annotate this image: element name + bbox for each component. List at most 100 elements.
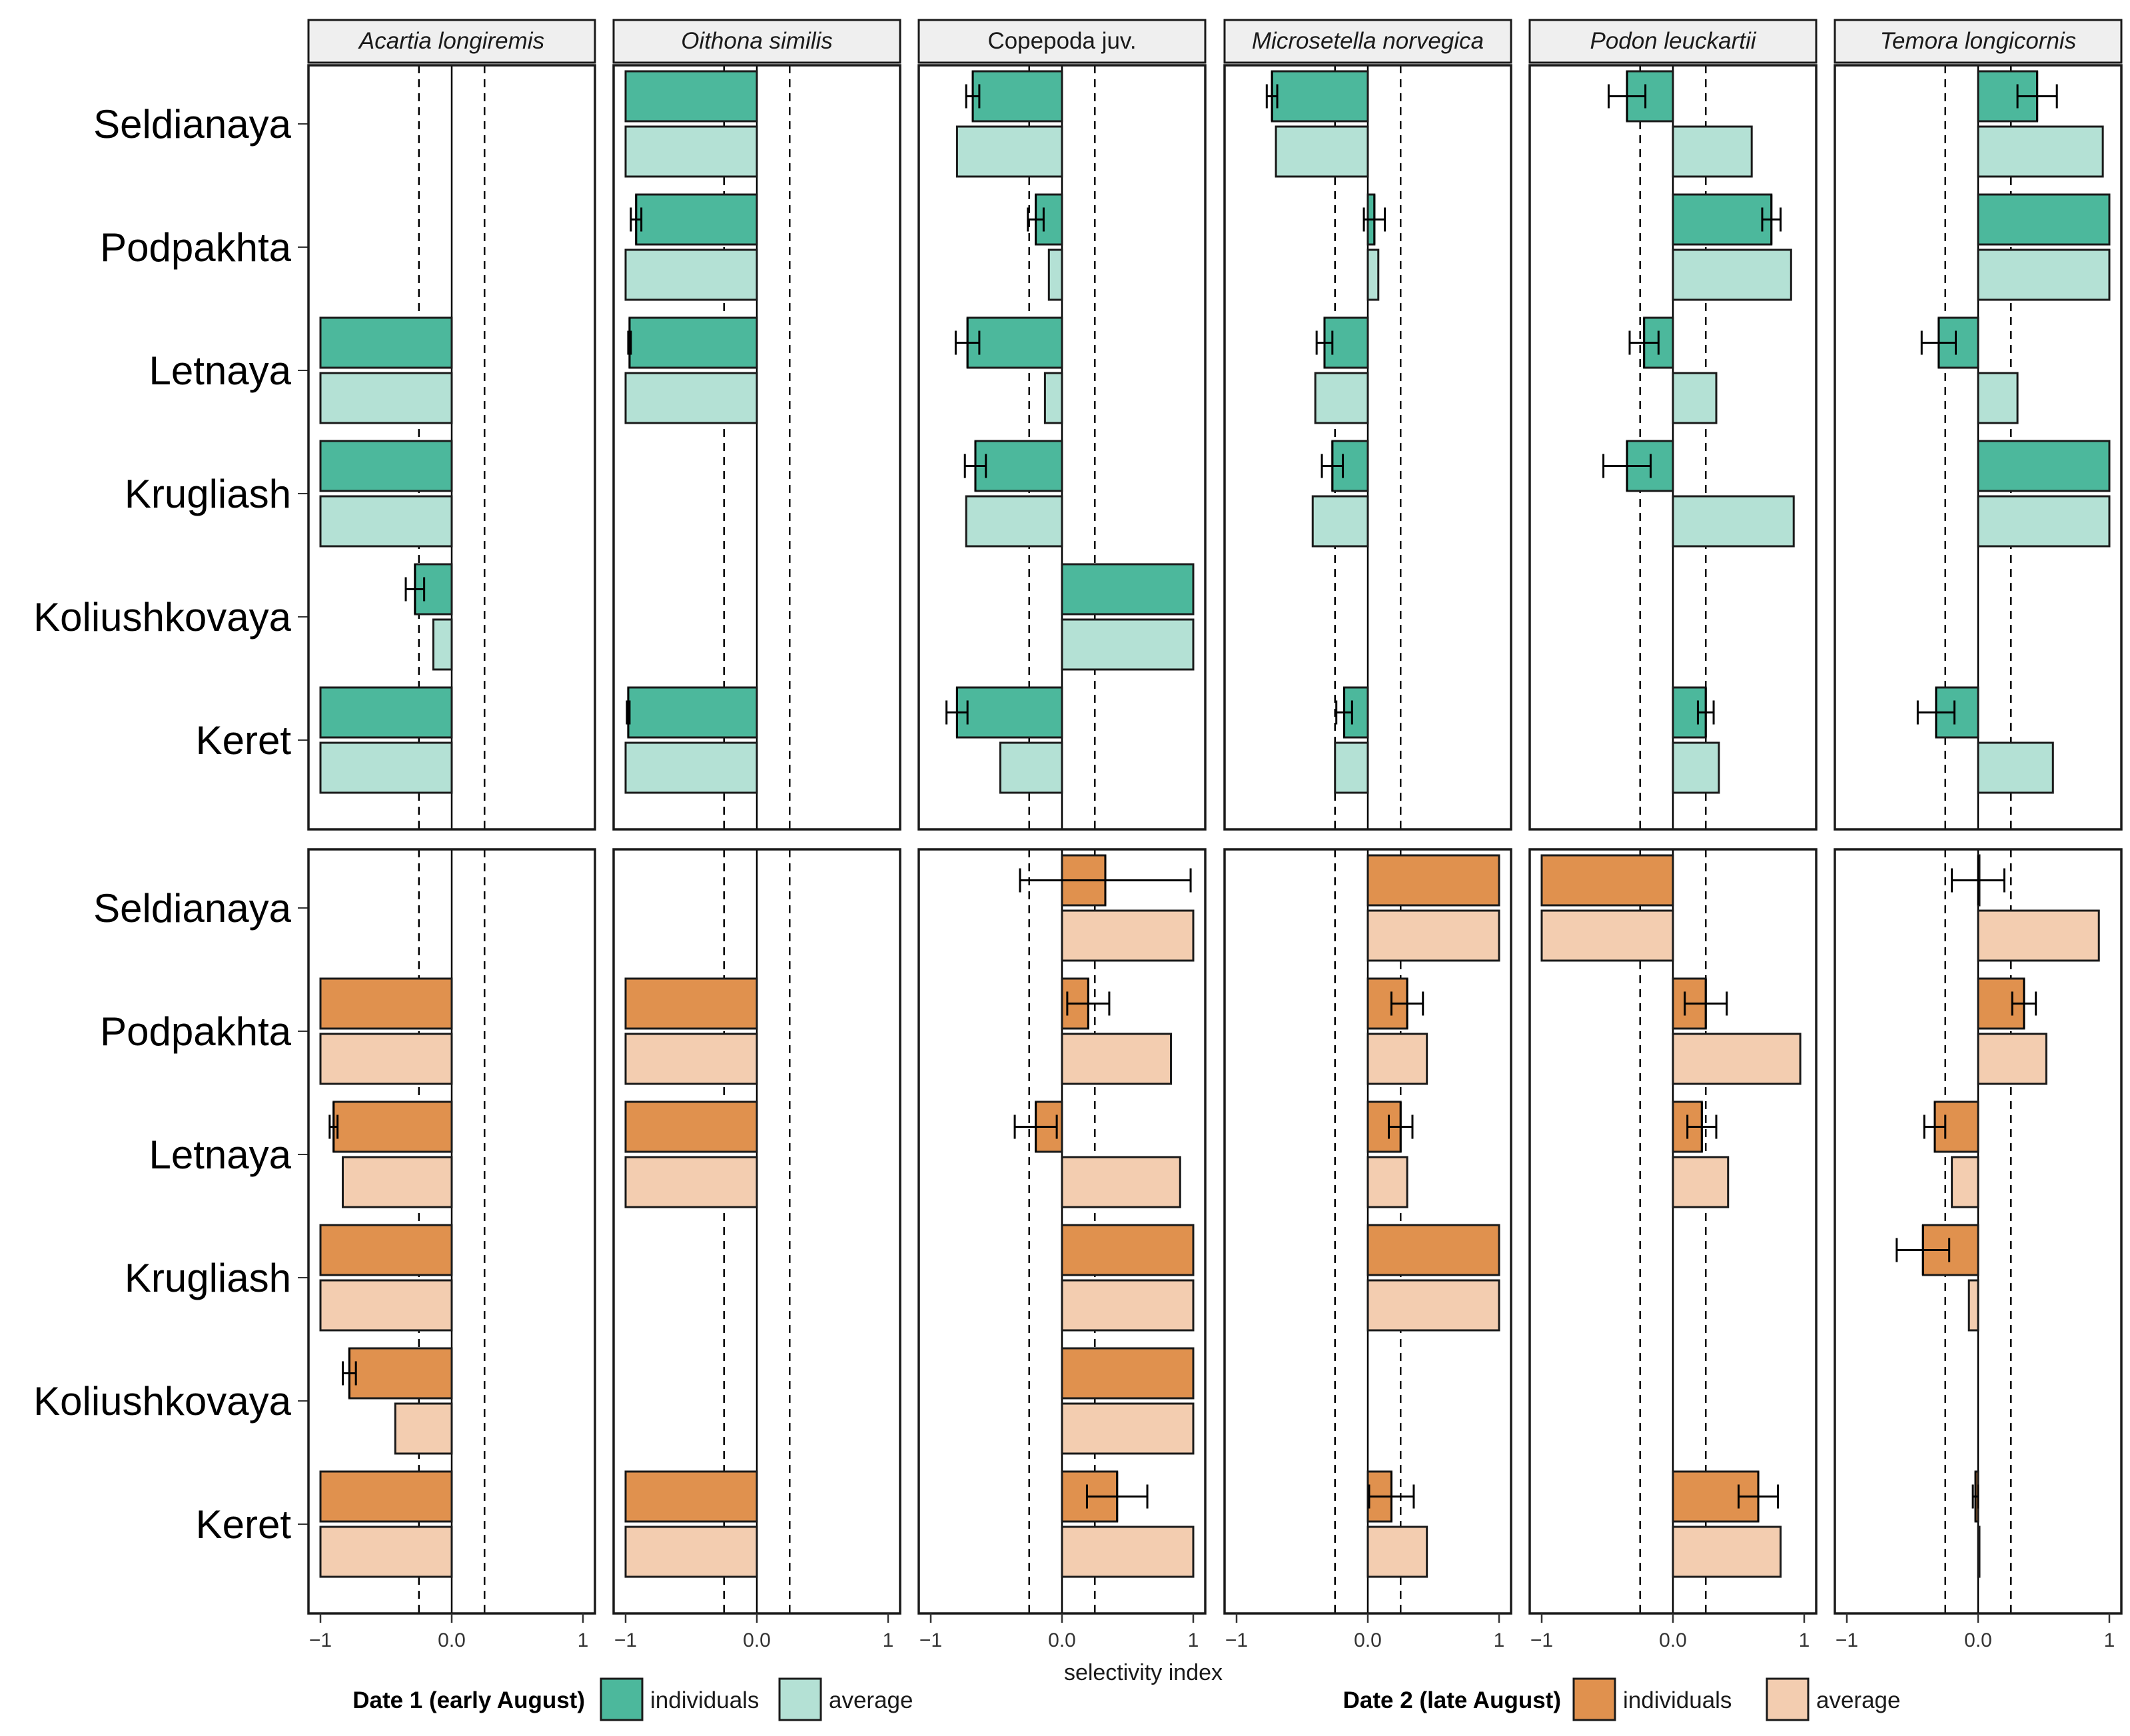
strip-header [307,19,596,64]
bar-average-keret [1334,741,1369,794]
bar-average-podpakhta [1047,248,1063,301]
bar-individuals-podpakhta [635,193,758,246]
x-tick-label: 1 [2104,1629,2115,1651]
legend-swatch-individuals [1572,1677,1616,1721]
bar-average-koliushkovaya [394,1402,453,1455]
strip-header [1528,19,1818,64]
bar-average-seldianaya [955,125,1063,178]
x-tick-label: −1 [919,1629,942,1651]
bar-average-letnaya [1366,1156,1408,1208]
panel-temora-longicornis-row-2: −1 0.0 1 [1834,848,2123,1651]
panel-microsetella-norvegica-row-1: Microsetella norvegica [1223,19,1512,831]
site-label-letnaya: Letnaya [149,1132,291,1177]
panel-acartia-longiremis-row-2: −1 0.0 1 [307,848,596,1651]
bar-average-seldianaya [1672,125,1753,178]
bar-average-krugliash [1311,495,1369,548]
legend-swatch-average [778,1677,822,1721]
bar-average-seldianaya [1977,909,2100,962]
bar-average-keret [1061,1525,1195,1578]
bar-average-letnaya [1951,1156,1979,1208]
panel-microsetella-norvegica-row-2: −1 0.0 1 [1223,848,1512,1651]
bar-average-seldianaya [1275,125,1369,178]
x-tick-label: 0.0 [438,1629,466,1651]
error-bar-letnaya [954,318,981,368]
legend-2: Date 2 (late August) individuals average [1343,1677,1900,1721]
error-bar-keret [1971,1472,1979,1521]
x-tick-label: −1 [1225,1629,1248,1651]
x-tick-label: 0.0 [1659,1629,1687,1651]
bar-individuals-seldianaya [1977,70,2039,123]
error-bar-koliushkovaya [404,564,426,614]
error-bar-podpakhta [1390,979,1424,1029]
error-bar-krugliash [1602,441,1652,491]
panel-acartia-longiremis-row-1: Acartia longiremis [307,19,596,831]
bar-average-letnaya [624,372,758,424]
error-bar-seldianaya [1019,855,1192,905]
x-tick-label: 1 [1799,1629,1810,1651]
x-tick-label: 0.0 [1964,1629,1992,1651]
bar-average-seldianaya [624,125,758,178]
panel-border [1223,64,1512,831]
bar-average-podpakhta [1672,1033,1802,1085]
bar-average-krugliash [1366,1279,1500,1332]
bar-individuals-letnaya [624,1100,758,1153]
bar-average-seldianaya [1977,125,2104,178]
error-bar-letnaya [627,318,632,368]
error-bar-seldianaya [1951,855,2005,905]
bar-average-krugliash [319,495,453,548]
bar-average-seldianaya [1540,909,1674,962]
bar-average-koliushkovaya [1061,618,1195,671]
error-bar-seldianaya [2016,71,2058,121]
error-bar-krugliash [963,441,987,491]
bar-individuals-krugliash [1977,440,2111,492]
bar-average-keret [999,741,1063,794]
bar-average-letnaya [1672,372,1718,424]
error-bar-keret [945,687,969,737]
bar-individuals-letnaya [332,1100,453,1153]
error-bar-keret [1916,687,1956,737]
bar-average-seldianaya [1366,909,1500,962]
bar-individuals-koliushkovaya [1061,563,1195,616]
facet-row-1: Seldianaya Podpakhta Letnaya Krugliash Koliu… [33,19,2123,831]
error-bar-koliushkovaya [341,1348,357,1398]
error-bar-podpakhta [1027,195,1045,244]
bar-average-podpakhta [1672,248,1792,301]
error-bar-keret [1696,687,1715,737]
strip-header [917,19,1207,64]
bar-average-letnaya [1977,372,2019,424]
bar-average-keret [1366,1525,1428,1578]
bar-individuals-podpakhta [1977,193,2111,246]
panel-border [612,64,901,831]
panel-copepoda-juv-row-2: −1 0.0 1 [917,848,1207,1651]
error-bar-keret [1368,1472,1415,1521]
site-label-podpakhta: Podpakhta [100,1009,292,1054]
bar-average-podpakhta [1977,1033,2047,1085]
bar-average-seldianaya [1061,909,1195,962]
panel-podon-leuckartii-row-1: Podon leuckartii [1528,19,1818,831]
error-bar-letnaya [1628,318,1660,368]
error-bar-keret [1085,1472,1149,1521]
error-bar-podpakhta [2011,979,2037,1029]
site-label-podpakhta: Podpakhta [100,225,292,270]
error-bar-podpakhta [1761,195,1782,244]
bar-average-keret [1672,741,1720,794]
error-bar-podpakhta [1684,979,1728,1029]
strip-header [1834,19,2123,64]
legend-label-individuals: individuals [1623,1687,1732,1713]
legend-swatch-individuals [600,1677,644,1721]
bar-average-keret [1977,1525,1981,1578]
x-tick-label: 1 [1494,1629,1505,1651]
x-tick-label: 1 [883,1629,894,1651]
error-bar-letnaya [1315,318,1334,368]
panel-copepoda-juv-row-1: Copepoda juv. [917,19,1207,831]
site-label-koliushkovaya: Koliushkovaya [33,595,292,640]
bar-average-krugliash [319,1279,453,1332]
error-bar-seldianaya [965,71,981,121]
bar-individuals-letnaya [628,316,758,369]
site-label-koliushkovaya: Koliushkovaya [33,1379,292,1424]
error-bar-keret [1738,1472,1780,1521]
bar-average-podpakhta [624,1033,758,1085]
bar-average-keret [624,1525,758,1578]
bar-individuals-krugliash [1061,1224,1195,1276]
